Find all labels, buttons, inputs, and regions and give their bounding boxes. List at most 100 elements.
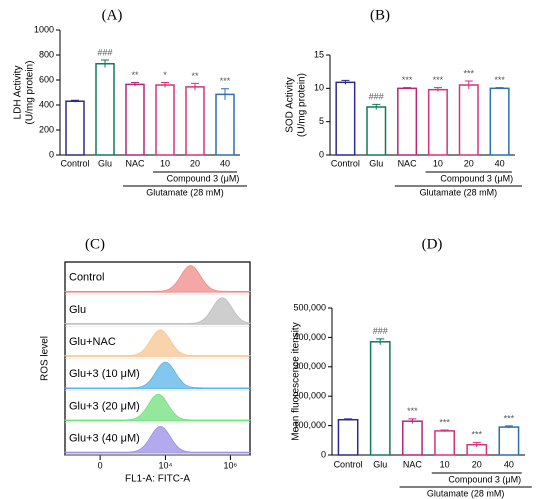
x-tick-label: 20 [464,158,474,168]
group-label: Glutamate (28 mM) [420,187,498,197]
x-tick-label: Glu [373,459,387,469]
significance: *** [463,68,474,78]
bar [458,84,479,156]
histogram [63,297,251,325]
significance: ** [191,71,199,81]
x-tick-label: 40 [220,158,230,168]
significance: *** [471,430,482,440]
y-axis-label: SOD Activity [285,77,296,133]
histogram [63,265,252,293]
significance: *** [433,75,444,85]
error-bar [440,429,449,432]
y-tick-label: 300,000 [293,361,326,371]
bar [335,81,356,156]
row-label: Glu+3 (20 μM) [69,400,140,412]
error-bar [376,338,385,345]
x-tick-label: NAC [403,459,423,469]
error-bar [191,82,199,91]
x-tick-label: NAC [125,158,145,168]
error-bar [408,418,417,424]
error-bar [341,79,350,85]
bar [65,100,85,156]
error-bar [464,80,473,89]
x-tick-label: Control [334,459,363,469]
x-tick-label: Control [331,158,360,168]
error-bar [472,441,481,448]
y-tick-label: 15 [314,49,324,59]
group-label: Compound 3 (μM) [167,173,240,183]
x-tick-label: 10 [433,158,443,168]
error-bar [403,87,412,89]
bar [155,84,175,156]
x-tick-label: Control [60,158,89,168]
x-tick-label: 10 [440,459,450,469]
bar [434,430,455,456]
bar [95,63,115,156]
significance: ** [131,70,139,80]
row-label: Glu+3 (10 μM) [69,368,140,380]
bar [337,418,359,456]
x-tick-label: 40 [504,459,514,469]
significance: * [163,70,167,80]
y-tick-label: 0 [319,149,324,159]
group-label: Compound 3 (μM) [448,474,521,484]
x-tick-label: 10⁶ [224,460,238,470]
histogram [63,393,252,422]
histogram [63,329,252,357]
significance: *** [402,75,413,85]
significance: *** [494,75,505,85]
row-label: Glu+3 (40 μM) [69,432,140,444]
significance: *** [439,417,450,427]
x-axis-label: FL1-A: FITC-A [125,474,190,485]
panel-label: (C) [85,236,105,252]
error-bar [344,418,353,421]
significance: ### [373,326,388,336]
row-label: Glu+NAC [69,336,116,348]
x-tick-label: 10⁴ [158,460,172,470]
significance: *** [220,76,231,86]
bar [402,420,423,456]
y-tick-label: 5 [319,116,324,126]
panel-label: (A) [102,7,123,23]
error-bar [433,87,442,92]
bar [185,86,205,156]
y-axis-label: LDH Activity [13,66,24,120]
x-tick-label: 20 [190,158,200,168]
y-tick-label: 0 [49,149,54,159]
x-tick-label: 40 [495,158,505,168]
x-tick-label: 0 [98,460,103,470]
y-tick-label: 200,000 [293,391,326,401]
x-tick-label: Glu [98,158,112,168]
error-bar [131,82,139,87]
y-axis-label: (U/mg protein) [297,73,308,137]
group-label: Compound 3 (μM) [440,173,513,183]
error-bar [504,425,513,429]
error-bar [71,99,79,103]
y-axis-label: (U/mg protein) [25,61,36,125]
error-bar [161,82,169,88]
y-tick-label: 0 [321,449,326,459]
error-bar [221,88,229,100]
error-bar [372,103,381,110]
bar [489,87,510,156]
y-axis-label: ROS level [40,336,51,381]
y-tick-label: 400 [39,99,54,109]
panel-label: (B) [370,7,390,23]
group-label: Glutamate (28 mM) [427,488,505,498]
significance: ### [97,47,112,57]
bar [369,341,391,456]
bar [215,93,235,156]
bar [498,426,520,456]
x-tick-label: NAC [398,158,418,168]
significance: ### [369,92,384,102]
y-tick-label: 100,000 [293,420,326,430]
error-bar [495,87,504,89]
bar [366,106,387,156]
y-tick-label: 400,000 [293,332,326,342]
bar [125,83,145,156]
row-label: Glu [69,304,86,316]
row-label: Control [69,272,104,284]
significance: *** [504,413,515,423]
x-tick-label: Glu [369,158,383,168]
